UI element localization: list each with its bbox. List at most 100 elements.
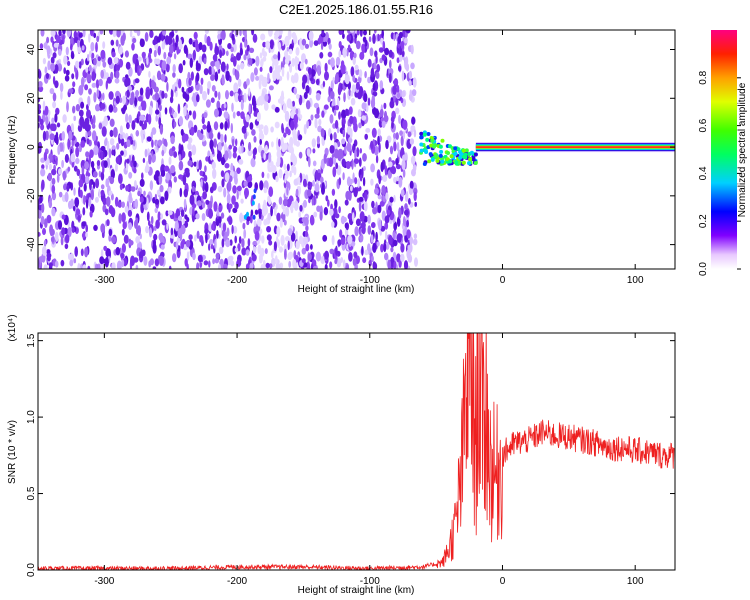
noise-cell [299,37,303,49]
noise-cell [243,54,247,61]
noise-cell [120,150,124,156]
noise-cell [398,31,403,39]
noise-cell [310,114,314,121]
noise-cell [338,177,342,186]
noise-cell [254,231,260,241]
noise-cell [196,129,201,138]
noise-cell [260,264,264,269]
noise-cell [334,213,340,219]
noise-cell [40,168,46,177]
noise-cell [159,124,164,135]
noise-cell [264,144,268,153]
noise-cell [286,198,292,208]
noise-cell [206,35,211,47]
noise-cell [51,184,56,194]
noise-cell [128,114,132,124]
noise-cell [228,144,233,150]
noise-cell [146,197,149,209]
noise-cell [41,246,47,256]
noise-cell [50,36,54,43]
noise-cell [146,136,152,142]
noise-cell [240,111,245,120]
noise-cell [234,92,239,103]
noise-cell [374,30,377,34]
noise-cell [168,265,172,269]
noise-cell [178,116,184,126]
noise-cell [275,175,279,183]
noise-cell [288,260,292,268]
noise-cell [271,141,274,148]
colorbar-tick-label: 0.4 [698,166,709,180]
noise-cell [155,219,160,229]
noise-cell [306,261,311,269]
noise-cell [176,46,180,55]
noise-cell [398,65,402,72]
noise-cell [211,148,215,155]
noise-cell [234,201,239,210]
noise-cell [202,124,207,130]
noise-cell [237,78,242,88]
noise-cell [58,191,63,198]
noise-cell [190,71,194,81]
noise-cell [164,92,168,99]
noise-cell [335,56,341,66]
noise-cell [262,41,267,48]
noise-cell [310,263,314,269]
noise-cell [353,122,358,133]
noise-cell [241,238,245,248]
noise-cell [185,170,190,178]
x-tick-label: 100 [627,275,644,286]
noise-cell [158,255,164,266]
noise-cell [206,123,212,133]
noise-cell [235,70,240,81]
noise-cell [329,145,335,154]
noise-cell [216,100,221,110]
noise-cell [51,191,57,201]
noise-cell [141,51,146,59]
noise-cell [341,158,346,168]
noise-cell [48,163,53,171]
noise-cell [93,32,97,39]
noise-cell [118,173,123,184]
noise-cell [50,30,56,37]
noise-cell [227,43,232,50]
noise-cell [402,119,408,130]
noise-cell [313,102,319,109]
noise-cell [413,233,418,239]
snr-ylabel: SNR (10 * v/v) [7,420,18,484]
noise-cell [173,53,177,60]
noise-cell [102,41,106,49]
noise-cell [217,132,221,140]
noise-cell [100,151,103,161]
noise-cell [253,220,257,227]
noise-cell [376,241,380,247]
noise-cell [130,160,134,168]
noise-cell [382,175,388,182]
noise-cell [252,246,257,254]
noise-cell [407,131,412,138]
noise-cell [281,144,286,153]
noise-cell [359,228,362,237]
noise-cell [81,121,87,129]
noise-cell [76,168,81,177]
noise-cell [109,129,114,137]
noise-cell [367,58,372,68]
noise-cell [259,52,263,59]
noise-cell [333,109,337,116]
noise-cell [155,58,161,65]
noise-cell [298,151,303,159]
noise-cell [362,177,366,187]
noise-cell [255,75,260,81]
noise-cell [259,124,264,130]
noise-cell [229,90,234,97]
noise-cell [325,195,329,202]
noise-cell [188,38,193,45]
noise-cell [192,252,196,261]
line-onset-cell [430,157,435,162]
noise-cell [298,134,303,141]
noise-cell [377,33,380,42]
noise-cell [406,219,409,228]
noise-cell [299,114,303,120]
noise-cell [139,68,142,74]
noise-cell [160,73,166,82]
